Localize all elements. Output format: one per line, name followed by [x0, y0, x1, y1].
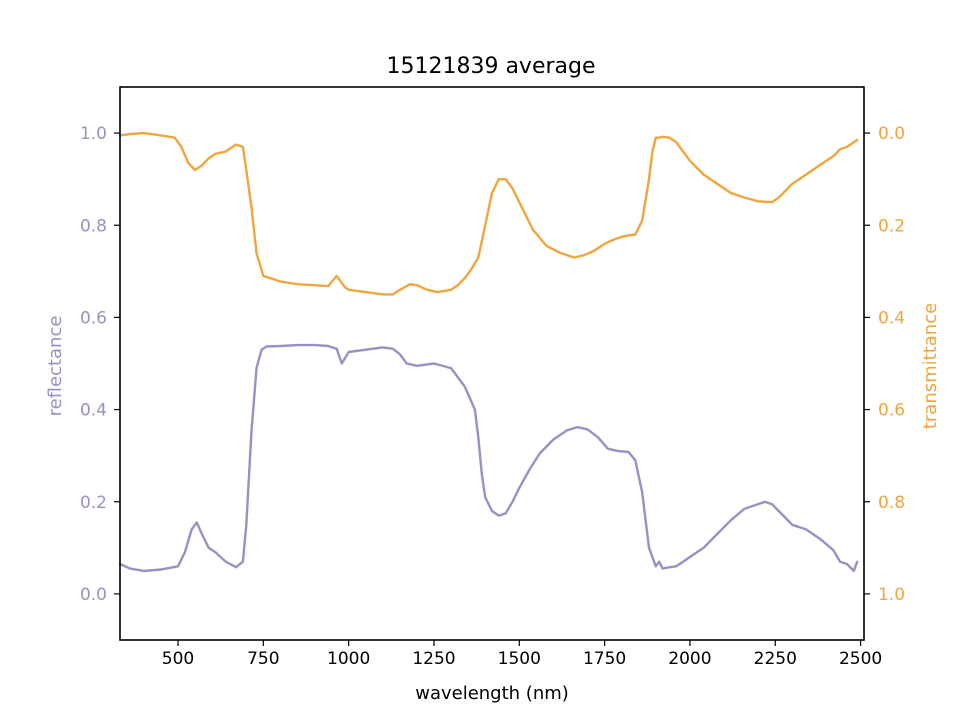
- y-left-tick-label: 0.0: [80, 585, 107, 605]
- y-right-tick-label: 0.6: [878, 401, 905, 421]
- x-tick-label: 1250: [412, 649, 455, 669]
- transmittance-line: [118, 131, 859, 296]
- series-layer: [118, 131, 859, 573]
- x-axis-label: wavelength (nm): [415, 683, 569, 704]
- plot-frame: [119, 86, 865, 641]
- reflectance-line: [118, 343, 859, 573]
- y-right-axis-label: transmittance: [920, 303, 941, 429]
- y-left-axis-label: reflectance: [45, 316, 66, 417]
- y-right-tick-label: 0.4: [878, 308, 905, 328]
- x-tick-label: 1500: [498, 649, 541, 669]
- y-left-tick-label: 0.8: [80, 216, 107, 236]
- y-left-tick-label: 0.2: [80, 493, 107, 513]
- x-tick-label: 1750: [583, 649, 626, 669]
- y-left-tick-label: 0.6: [80, 308, 107, 328]
- y-left-axis-ticks: 0.0 0.2 0.4 0.6 0.8 1.0: [80, 124, 120, 605]
- x-tick-label: 2250: [754, 649, 797, 669]
- chart-title: 15121839 average: [386, 54, 595, 79]
- y-left-tick-label: 0.4: [80, 401, 107, 421]
- x-axis-ticks: 500 750 1000 1250 1500 1750 2000 2250 2500: [162, 640, 882, 669]
- x-tick-label: 1000: [327, 649, 370, 669]
- y-right-tick-label: 0.8: [878, 493, 905, 513]
- y-right-tick-label: 1.0: [878, 585, 905, 605]
- x-tick-label: 750: [247, 649, 279, 669]
- y-left-tick-label: 1.0: [80, 124, 107, 144]
- y-right-axis-ticks: 0.0 0.2 0.4 0.6 0.8 1.0: [864, 124, 905, 605]
- x-tick-label: 2500: [839, 649, 882, 669]
- x-tick-label: 500: [162, 649, 194, 669]
- x-tick-label: 2000: [668, 649, 711, 669]
- y-right-tick-label: 0.0: [878, 124, 905, 144]
- y-right-tick-label: 0.2: [878, 216, 905, 236]
